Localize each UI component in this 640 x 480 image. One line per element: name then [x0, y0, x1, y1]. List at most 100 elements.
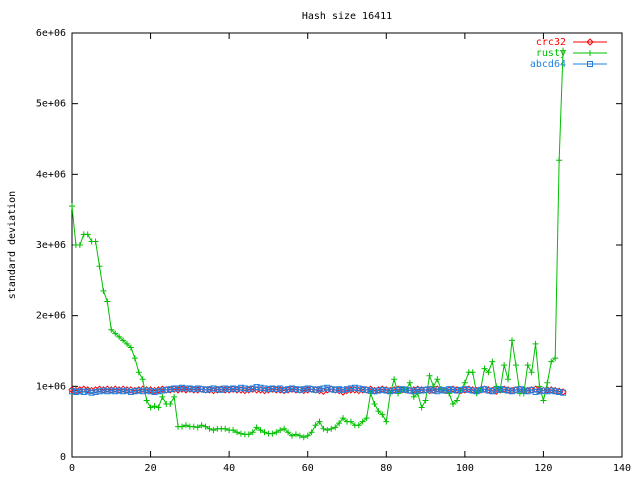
point — [143, 397, 150, 404]
point — [481, 365, 488, 372]
point — [127, 388, 134, 395]
x-tick-label: 120 — [534, 463, 552, 474]
point — [253, 384, 260, 391]
point — [281, 386, 288, 393]
point — [92, 388, 99, 395]
point — [371, 388, 378, 395]
point — [76, 388, 83, 395]
point — [520, 387, 527, 394]
point — [556, 157, 563, 164]
point — [237, 430, 244, 437]
point — [324, 384, 331, 391]
point — [320, 425, 327, 432]
point — [469, 387, 476, 394]
point — [560, 47, 567, 54]
point — [234, 429, 240, 436]
legend-label: rusty — [536, 48, 566, 59]
point — [340, 386, 347, 393]
point — [320, 385, 327, 392]
point — [171, 393, 178, 400]
point — [198, 386, 205, 393]
point — [328, 425, 335, 432]
point — [198, 422, 205, 429]
point — [316, 418, 323, 425]
point — [418, 387, 425, 394]
point — [505, 376, 512, 383]
point — [312, 386, 319, 393]
point — [308, 429, 315, 436]
point — [147, 388, 154, 395]
point — [359, 386, 366, 393]
point — [210, 427, 217, 434]
point — [151, 403, 158, 410]
point — [147, 404, 154, 411]
point — [269, 385, 276, 392]
point — [469, 369, 476, 376]
y-tick-label: 6e+06 — [36, 28, 66, 39]
point — [100, 387, 107, 394]
point — [465, 386, 472, 393]
point — [410, 393, 417, 400]
point — [422, 397, 429, 404]
point — [414, 386, 421, 393]
point — [399, 386, 405, 393]
point — [395, 386, 402, 393]
point — [512, 362, 519, 369]
point — [175, 385, 182, 392]
point — [249, 385, 256, 392]
point — [454, 397, 460, 404]
point — [206, 425, 213, 432]
point — [347, 385, 354, 392]
point — [379, 386, 386, 393]
x-tick-label: 80 — [380, 463, 392, 474]
point — [422, 386, 429, 393]
legend-marker — [587, 61, 593, 67]
point — [489, 358, 496, 365]
point — [96, 263, 103, 270]
point — [509, 388, 515, 395]
point — [328, 386, 335, 393]
point — [532, 340, 539, 347]
point — [120, 337, 127, 344]
point — [265, 386, 272, 393]
point — [340, 415, 347, 422]
y-tick-label: 1e+06 — [36, 381, 66, 392]
point — [131, 355, 138, 362]
point — [481, 386, 488, 393]
point — [167, 386, 174, 393]
point — [418, 404, 425, 411]
point — [391, 376, 398, 383]
point — [473, 388, 480, 395]
y-tick-label: 5e+06 — [36, 99, 66, 110]
point — [277, 427, 284, 434]
point — [438, 386, 445, 393]
point — [304, 432, 311, 439]
point — [524, 362, 531, 369]
point — [540, 397, 547, 404]
legend-label: abcd64 — [530, 59, 566, 70]
point — [344, 386, 350, 393]
point — [234, 386, 240, 393]
point — [69, 388, 75, 395]
point — [289, 432, 295, 439]
point — [332, 424, 339, 431]
point — [454, 387, 460, 394]
legend-label: crc32 — [536, 37, 566, 48]
point — [552, 355, 559, 362]
point — [450, 386, 457, 393]
point — [92, 238, 99, 245]
point — [548, 358, 555, 365]
point — [253, 424, 260, 431]
point — [312, 422, 319, 429]
series-line — [71, 386, 564, 394]
point — [100, 287, 107, 294]
point — [135, 387, 142, 394]
point — [391, 387, 398, 394]
point — [84, 231, 91, 238]
point — [457, 386, 464, 393]
point — [277, 385, 284, 392]
point — [159, 393, 166, 400]
point — [505, 387, 512, 394]
point — [116, 333, 123, 340]
